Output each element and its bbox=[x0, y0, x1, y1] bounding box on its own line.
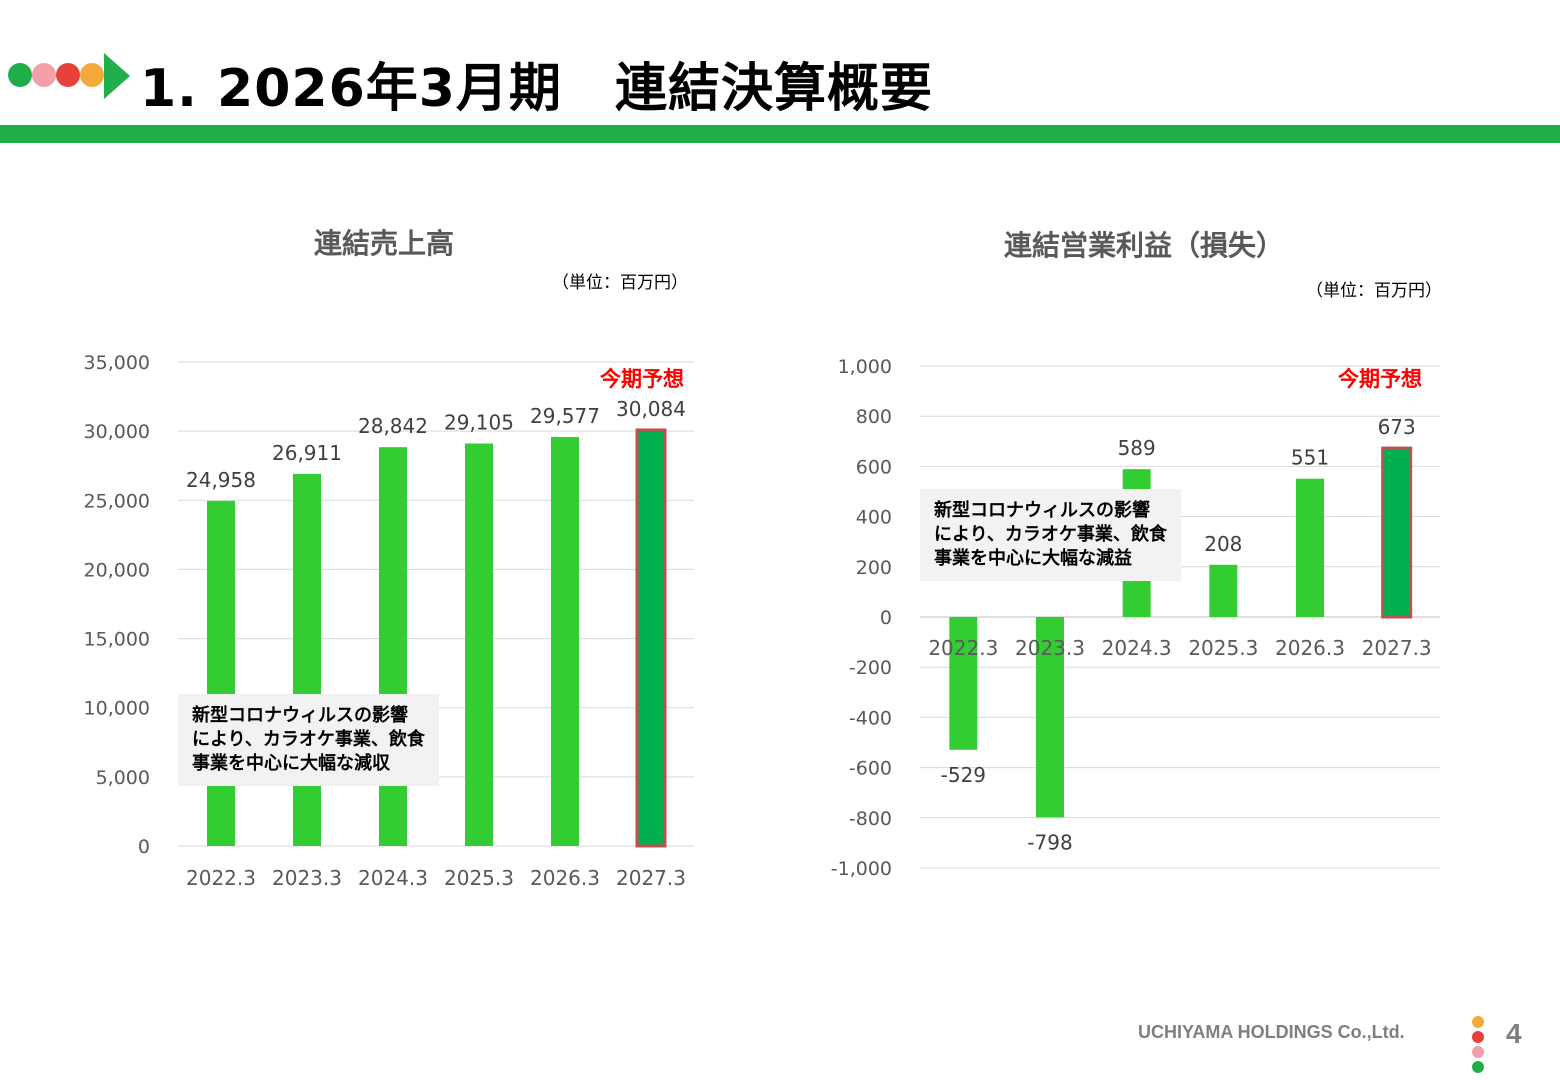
title-divider bbox=[0, 125, 1560, 143]
page-number: 4 bbox=[1506, 1018, 1522, 1049]
sales-note-box: 新型コロナウィルスの影響 により、カラオケ事業、飲食 事業を中心に大幅な減収 bbox=[178, 694, 439, 786]
sales-data-label: 26,911 bbox=[272, 441, 342, 465]
profit-y-tick-label: 800 bbox=[856, 406, 892, 428]
profit-note-box: 新型コロナウィルスの影響 により、カラオケ事業、飲食 事業を中心に大幅な減益 bbox=[920, 489, 1181, 581]
profit-x-tick-label: 2024.3 bbox=[1102, 636, 1172, 660]
footer-dot-red-icon bbox=[1472, 1031, 1484, 1043]
profit-x-tick-label: 2026.3 bbox=[1275, 636, 1345, 660]
profit-y-tick-label: 200 bbox=[856, 557, 892, 579]
profit-bar bbox=[949, 617, 978, 750]
profit-data-label: 551 bbox=[1291, 446, 1329, 470]
profit-y-tick-label: -1,000 bbox=[831, 858, 892, 880]
page-title: 1. 2026年3月期 連結決算概要 bbox=[140, 59, 933, 119]
sales-data-label: 29,105 bbox=[444, 411, 514, 435]
profit-bar bbox=[1381, 446, 1413, 619]
profit-x-tick-label: 2023.3 bbox=[1015, 636, 1085, 660]
sales-note-line: 事業を中心に大幅な減収 bbox=[192, 753, 390, 774]
sales-bar bbox=[551, 436, 579, 846]
profit-y-tick-label: 1,000 bbox=[838, 356, 892, 378]
footer-dot-green-icon bbox=[1472, 1061, 1484, 1073]
sales-bar bbox=[207, 500, 235, 846]
profit-forecast-label: 今期予想 bbox=[1338, 367, 1422, 391]
profit-y-tick-label: -800 bbox=[849, 808, 892, 830]
profit-bar bbox=[1036, 617, 1064, 818]
footer-dot-orange-icon bbox=[1472, 1016, 1484, 1028]
sales-y-tick-label: 10,000 bbox=[84, 698, 150, 720]
profit-y-tick-label: 400 bbox=[856, 507, 892, 529]
profit-y-tick-label: -600 bbox=[849, 758, 892, 780]
sales-bar bbox=[293, 473, 321, 846]
sales-x-tick-label: 2024.3 bbox=[358, 866, 428, 890]
profit-x-tick-label: 2022.3 bbox=[928, 636, 998, 660]
sales-unit-label: （単位：百万円） bbox=[552, 273, 688, 293]
sales-note-line: 新型コロナウィルスの影響 bbox=[192, 705, 408, 726]
profit-data-label: 208 bbox=[1204, 532, 1242, 556]
profit-chart-title: 連結営業利益（損失） bbox=[1004, 229, 1285, 262]
profit-y-tick-label: -400 bbox=[849, 707, 892, 729]
sales-bar bbox=[635, 428, 667, 848]
sales-x-tick-label: 2025.3 bbox=[444, 866, 514, 890]
footer-company: UCHIYAMA HOLDINGS Co.,Ltd. bbox=[1138, 1022, 1405, 1042]
sales-data-label: 24,958 bbox=[186, 468, 256, 492]
sales-y-tick-label: 15,000 bbox=[84, 629, 150, 651]
sales-bar bbox=[465, 443, 493, 846]
profit-x-tick-label: 2025.3 bbox=[1188, 636, 1258, 660]
sales-x-tick-label: 2027.3 bbox=[616, 866, 686, 890]
arrow-right-icon bbox=[104, 53, 130, 99]
sales-y-tick-label: 35,000 bbox=[84, 352, 150, 374]
profit-y-tick-label: 0 bbox=[880, 607, 892, 629]
profit-data-label: -529 bbox=[941, 763, 986, 787]
sales-data-label: 28,842 bbox=[358, 414, 428, 438]
footer-dot-pink-icon bbox=[1472, 1046, 1484, 1058]
profit-bar bbox=[1296, 478, 1324, 617]
sales-y-tick-label: 0 bbox=[138, 836, 150, 858]
sales-x-tick-label: 2023.3 bbox=[272, 866, 342, 890]
profit-data-label: 673 bbox=[1378, 415, 1416, 439]
profit-y-tick-label: 600 bbox=[856, 456, 892, 478]
profit-data-label: -798 bbox=[1027, 830, 1072, 854]
dot-red-icon bbox=[56, 63, 80, 87]
sales-y-tick-label: 20,000 bbox=[84, 559, 150, 581]
profit-note-line: により、カラオケ事業、飲食 bbox=[934, 524, 1167, 545]
profit-bar bbox=[1209, 564, 1238, 617]
profit-unit-label: （単位：百万円） bbox=[1306, 281, 1442, 301]
dot-pink-icon bbox=[32, 63, 56, 87]
profit-data-label: 589 bbox=[1118, 436, 1156, 460]
profit-note-line: 事業を中心に大幅な減益 bbox=[934, 548, 1132, 569]
profit-y-tick-label: -200 bbox=[849, 657, 892, 679]
dot-orange-icon bbox=[80, 63, 104, 87]
sales-chart-title: 連結売上高 bbox=[314, 227, 455, 260]
sales-y-tick-label: 5,000 bbox=[96, 767, 150, 789]
profit-x-tick-label: 2027.3 bbox=[1362, 636, 1432, 660]
sales-data-label: 30,084 bbox=[616, 397, 686, 421]
sales-data-label: 29,577 bbox=[530, 404, 600, 428]
sales-note-line: により、カラオケ事業、飲食 bbox=[192, 729, 425, 750]
sales-forecast-label: 今期予想 bbox=[600, 367, 684, 391]
sales-x-tick-label: 2022.3 bbox=[186, 866, 256, 890]
sales-x-tick-label: 2026.3 bbox=[530, 866, 600, 890]
sales-y-tick-label: 25,000 bbox=[84, 490, 150, 512]
sales-y-tick-label: 30,000 bbox=[84, 421, 150, 443]
profit-note-line: 新型コロナウィルスの影響 bbox=[934, 500, 1150, 521]
sales-bar bbox=[379, 447, 407, 846]
dot-green-icon bbox=[8, 63, 32, 87]
